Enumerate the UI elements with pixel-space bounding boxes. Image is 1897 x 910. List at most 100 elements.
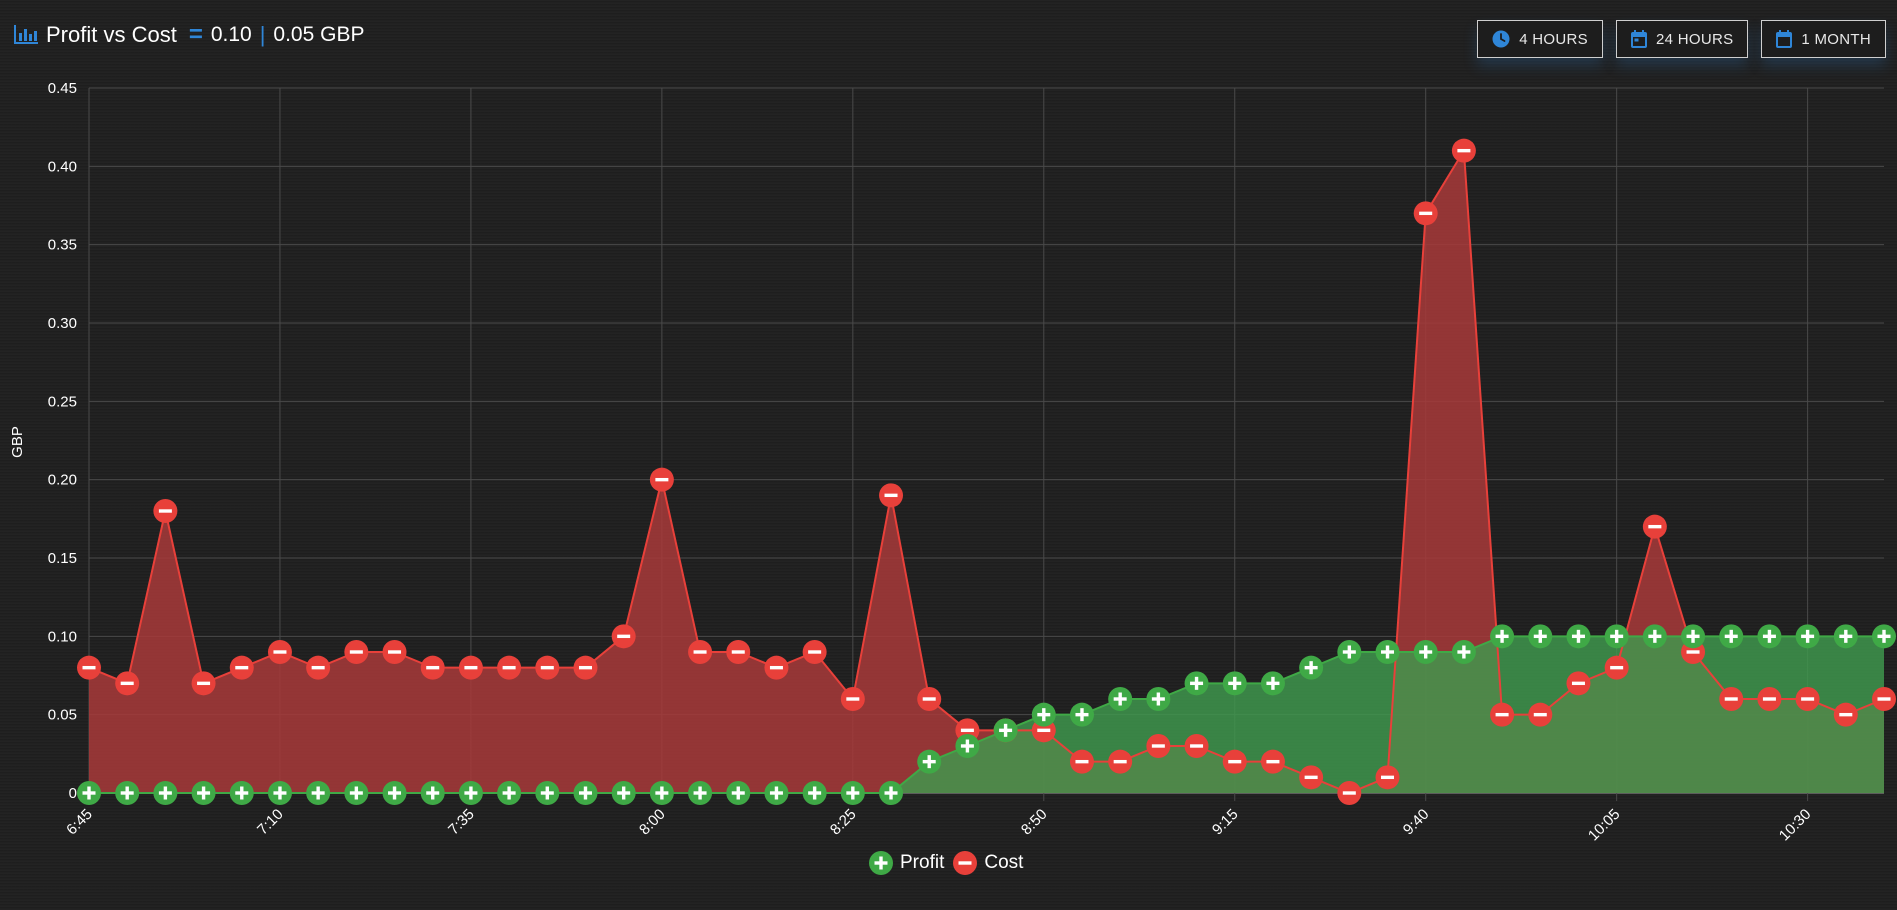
marker-bar — [1724, 697, 1738, 701]
profit-point — [535, 781, 560, 805]
calendar-icon — [1776, 30, 1793, 48]
marker-bar — [1042, 708, 1046, 722]
profit-point — [458, 781, 483, 805]
x-tick-label: 7:10 — [254, 806, 287, 839]
cost-point — [764, 655, 789, 680]
marker-bar — [316, 786, 320, 800]
marker-bar — [1839, 712, 1853, 717]
range-24-hours-button[interactable]: 24 HOURS — [1615, 20, 1749, 58]
range-4-hours-button[interactable]: 4 HOURS — [1477, 20, 1603, 58]
profit-point — [649, 781, 674, 805]
marker-bar — [922, 697, 936, 701]
marker-bar — [469, 786, 473, 800]
marker-bar — [736, 786, 740, 800]
cost-point — [573, 655, 598, 680]
legend-item-cost[interactable]: Cost — [952, 850, 1023, 876]
y-tick-label: 0.25 — [48, 393, 77, 410]
profit-point — [764, 781, 789, 805]
x-tick-label: 10:05 — [1585, 806, 1624, 845]
marker-bar — [884, 493, 898, 498]
cost-point — [77, 655, 101, 680]
cost-point — [458, 655, 483, 680]
marker-bar — [354, 786, 359, 800]
cost-point — [1490, 702, 1515, 727]
marker-bar — [201, 786, 206, 800]
marker-bar — [87, 786, 91, 800]
marker-bar — [158, 509, 172, 513]
profit-point — [917, 749, 942, 774]
profit-point — [573, 781, 598, 805]
cost-point — [382, 640, 407, 664]
x-tick-label: 6:45 — [63, 806, 96, 839]
profit-point — [1642, 624, 1667, 649]
plus-circle-icon — [869, 851, 893, 875]
marker-bar — [1767, 629, 1772, 643]
legend-label-profit: Profit — [900, 852, 945, 873]
profit-point — [191, 781, 216, 805]
marker-bar — [1844, 629, 1848, 643]
bar-chart-icon — [14, 25, 38, 44]
marker-bar — [889, 786, 893, 800]
marker-bar — [846, 697, 860, 701]
profit-point — [1375, 640, 1400, 664]
marker-bar — [1381, 775, 1395, 780]
profit-point — [306, 781, 331, 805]
marker-bar — [1686, 650, 1700, 654]
marker-bar — [392, 786, 397, 800]
marker-bar — [545, 786, 549, 800]
marker-bar — [1419, 211, 1433, 216]
profit-point — [229, 781, 254, 805]
range-24-hours-label: 24 HOURS — [1655, 30, 1734, 48]
cost-point — [267, 640, 292, 664]
marker-bar — [1457, 148, 1471, 153]
profit-point — [1757, 624, 1782, 649]
legend-item-profit[interactable]: Profit — [868, 850, 944, 876]
marker-bar — [273, 650, 287, 654]
cost-point — [726, 640, 751, 664]
profit-point — [1795, 624, 1820, 649]
profit-point — [1260, 671, 1285, 696]
chart-title: Profit vs Cost — [46, 22, 177, 47]
cost-point — [1719, 687, 1744, 711]
cost-point — [1108, 749, 1133, 774]
marker-bar — [808, 650, 822, 654]
marker-bar — [1762, 697, 1776, 701]
cost-point — [1566, 671, 1591, 696]
profit-point — [1146, 687, 1171, 711]
marker-bar — [660, 786, 664, 800]
cost-point — [1795, 687, 1820, 711]
profit-point — [1490, 624, 1515, 649]
cost-point — [153, 499, 178, 523]
profit-point — [993, 718, 1018, 743]
marker-bar — [1385, 645, 1390, 659]
marker-bar — [502, 665, 516, 670]
marker-bar — [1576, 629, 1581, 643]
marker-bar — [125, 786, 129, 800]
profit-point — [611, 781, 636, 805]
marker-bar — [1194, 676, 1199, 690]
marker-bar — [1424, 645, 1428, 659]
cost-point — [1184, 734, 1209, 758]
marker-bar — [1347, 645, 1352, 659]
marker-bar — [82, 665, 96, 670]
marker-bar — [1882, 629, 1886, 643]
marker-bar — [1462, 645, 1466, 659]
cost-point — [917, 687, 942, 711]
marker-bar — [617, 634, 631, 639]
y-tick-label: 0 — [69, 785, 77, 802]
profit-point — [688, 781, 713, 805]
cost-point — [344, 640, 369, 664]
marker-bar — [1538, 629, 1542, 643]
marker-bar — [431, 786, 435, 800]
marker-bar — [1037, 728, 1051, 733]
marker-bar — [464, 665, 478, 670]
marker-bar — [1118, 692, 1122, 706]
cost-point — [1451, 138, 1476, 163]
y-tick-label: 0.10 — [48, 628, 77, 645]
x-tick-label: 8:50 — [1018, 806, 1051, 839]
marker-bar — [1495, 712, 1509, 717]
cost-point — [1833, 702, 1858, 727]
range-1-month-button[interactable]: 1 MONTH — [1761, 20, 1886, 58]
marker-bar — [1801, 697, 1815, 701]
profit-point — [802, 781, 827, 805]
